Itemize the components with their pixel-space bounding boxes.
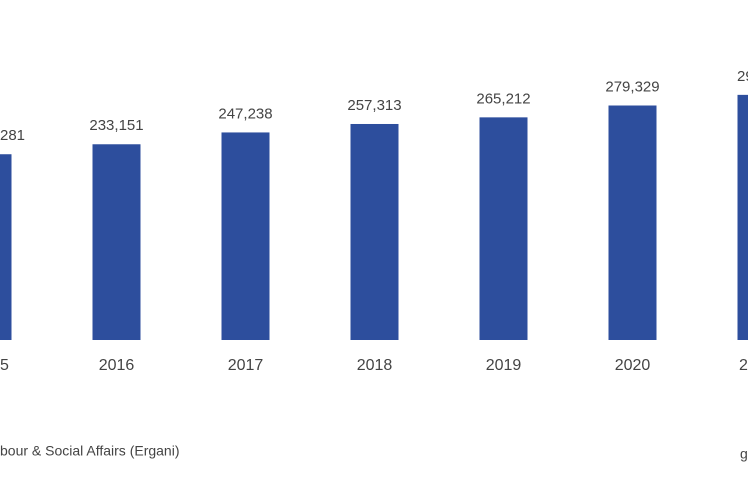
x-tick-label: 2019 — [486, 357, 522, 374]
value-label: 265,212 — [476, 90, 530, 107]
value-label: 233,151 — [89, 117, 143, 134]
source: bour & Social Affairs (Ergani) — [0, 443, 180, 459]
x-tick-label: 2020 — [615, 357, 651, 374]
value-label: 279,329 — [605, 78, 659, 95]
source-right: g — [740, 446, 748, 462]
x-tick-label: 2018 — [357, 357, 393, 374]
bar — [221, 132, 270, 340]
bar — [737, 94, 748, 340]
bar — [608, 105, 657, 340]
x-tick-label: 2017 — [228, 357, 264, 374]
x-tick-label: 2016 — [99, 357, 135, 374]
value-label: 247,238 — [218, 105, 272, 122]
x-tick-label: 5 — [0, 357, 9, 374]
value-label: 257,313 — [347, 97, 401, 114]
value-label: 281 — [0, 127, 25, 144]
x-tick-label: 2 — [739, 357, 748, 374]
value-label: 29 — [737, 68, 748, 85]
bar — [92, 144, 141, 340]
bar — [350, 123, 399, 340]
bar — [479, 117, 528, 340]
bar — [0, 154, 12, 340]
